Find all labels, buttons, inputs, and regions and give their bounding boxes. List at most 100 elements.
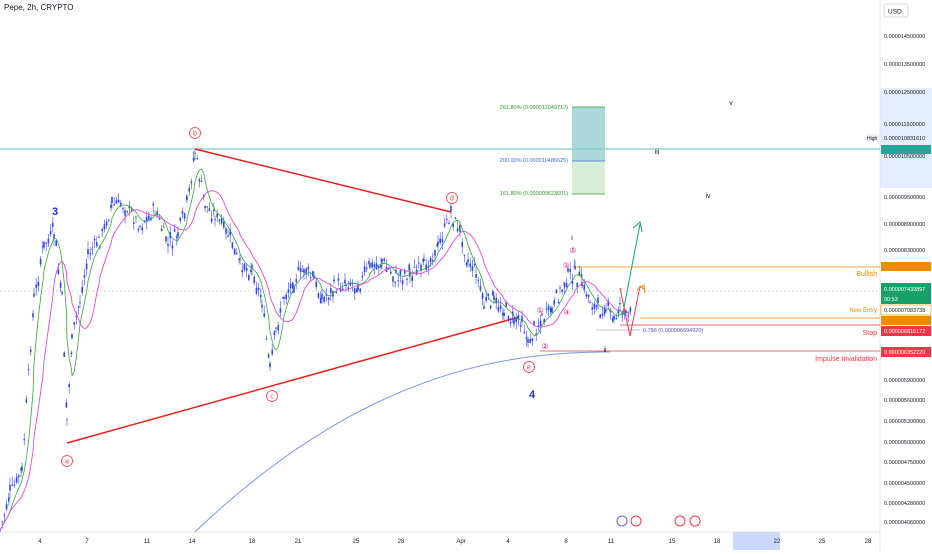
candle-body bbox=[25, 399, 28, 403]
wave-circle-c bbox=[266, 390, 278, 402]
candle-body bbox=[223, 221, 225, 228]
candle-body bbox=[541, 313, 543, 316]
candle-body bbox=[473, 263, 476, 266]
candle-body bbox=[589, 302, 591, 304]
candle-body bbox=[559, 287, 561, 289]
x-tick-label: 11 bbox=[608, 539, 615, 545]
candle-body bbox=[319, 298, 322, 304]
candle-body bbox=[59, 282, 62, 289]
candle-body bbox=[465, 262, 468, 266]
candle-body bbox=[625, 310, 627, 313]
candle-body bbox=[305, 268, 307, 275]
candle-body bbox=[446, 218, 448, 220]
candle-body bbox=[351, 282, 354, 285]
candle-body bbox=[605, 310, 607, 312]
candle-body bbox=[198, 179, 201, 182]
retracement-label: 0.786 (0.000006694920) bbox=[643, 328, 703, 334]
candle-body bbox=[627, 315, 629, 317]
candle-body bbox=[437, 241, 439, 245]
candle-body bbox=[167, 244, 169, 247]
candle-body bbox=[475, 274, 477, 278]
candle-body bbox=[337, 278, 340, 281]
flag-icon[interactable] bbox=[689, 515, 701, 527]
candle-body bbox=[519, 325, 522, 327]
x-tick-label: 8 bbox=[564, 539, 568, 545]
candle-body bbox=[117, 199, 120, 203]
candle-body bbox=[128, 205, 131, 209]
candle-body bbox=[32, 313, 34, 318]
candle-body bbox=[113, 204, 115, 206]
candle-body bbox=[567, 268, 569, 272]
candle-body bbox=[565, 282, 568, 288]
candle-body bbox=[269, 363, 271, 368]
lightning-icon[interactable] bbox=[616, 515, 628, 527]
candle-body bbox=[434, 249, 436, 256]
candle-body bbox=[18, 475, 20, 478]
candle-body bbox=[273, 331, 276, 336]
candle-body bbox=[489, 305, 492, 309]
fib-label-1618: 161.80% (0.000009623601) bbox=[500, 191, 568, 197]
candle-body bbox=[218, 219, 221, 222]
candle-body bbox=[87, 249, 89, 255]
candle-body bbox=[9, 485, 11, 491]
candle-body bbox=[27, 369, 30, 371]
candle-body bbox=[200, 180, 203, 182]
currency-box[interactable] bbox=[883, 3, 909, 18]
candle-body bbox=[371, 262, 373, 268]
candle-body bbox=[345, 284, 347, 286]
candle-body bbox=[615, 318, 617, 320]
candle-body bbox=[553, 300, 555, 305]
candle-body bbox=[289, 283, 292, 289]
candle-body bbox=[347, 287, 349, 289]
candle-body bbox=[537, 325, 540, 327]
candle-body bbox=[493, 295, 495, 300]
candle-body bbox=[512, 311, 514, 316]
x-tick-label: 11 bbox=[144, 539, 151, 545]
candle-body bbox=[368, 260, 370, 264]
candle-body bbox=[251, 265, 253, 269]
candle-body bbox=[399, 269, 402, 276]
candle-body bbox=[171, 245, 174, 249]
candle-body bbox=[243, 263, 246, 270]
flag-icon[interactable] bbox=[674, 515, 686, 527]
candle-body bbox=[441, 239, 444, 243]
candle-body bbox=[292, 282, 294, 289]
candle-body bbox=[194, 152, 196, 154]
high-tag-text: High bbox=[867, 136, 878, 142]
triangle-upper-line bbox=[194, 148, 452, 213]
candle-body bbox=[71, 334, 73, 339]
x-tick-label: 28 bbox=[398, 539, 405, 545]
candle-body bbox=[502, 313, 504, 316]
candle-body bbox=[33, 293, 35, 297]
candle-body bbox=[183, 213, 186, 219]
y-tick-label: 0.000005000000 bbox=[884, 440, 925, 446]
candle-body bbox=[369, 263, 371, 268]
candle-body bbox=[557, 301, 560, 303]
candle-body bbox=[110, 204, 112, 208]
candle-body bbox=[315, 281, 317, 288]
x-tick-label: 7 bbox=[85, 539, 89, 545]
candle-body bbox=[321, 294, 323, 299]
wave-label-3: 3 bbox=[52, 206, 58, 218]
candle-body bbox=[463, 254, 466, 256]
wave-label-c: c bbox=[270, 393, 274, 400]
candle-body bbox=[181, 211, 184, 215]
candle-body bbox=[216, 213, 218, 218]
candle-body bbox=[531, 338, 534, 341]
candle-body bbox=[93, 238, 96, 241]
candle-body bbox=[611, 318, 614, 322]
candle-body bbox=[225, 228, 227, 234]
candle-body bbox=[485, 296, 487, 301]
flag-icon[interactable] bbox=[630, 515, 642, 527]
candle-body bbox=[515, 318, 517, 322]
wave-label-minor-1: ① bbox=[536, 306, 543, 315]
candle-body bbox=[231, 242, 234, 249]
y-tick-label: 0.000008900000 bbox=[884, 222, 925, 228]
x-tick-label: 15 bbox=[669, 539, 676, 545]
candle-body bbox=[196, 158, 198, 160]
candle-body bbox=[53, 234, 55, 239]
candle-body bbox=[394, 281, 396, 283]
candle-body bbox=[295, 279, 297, 282]
candle-body bbox=[37, 281, 40, 287]
